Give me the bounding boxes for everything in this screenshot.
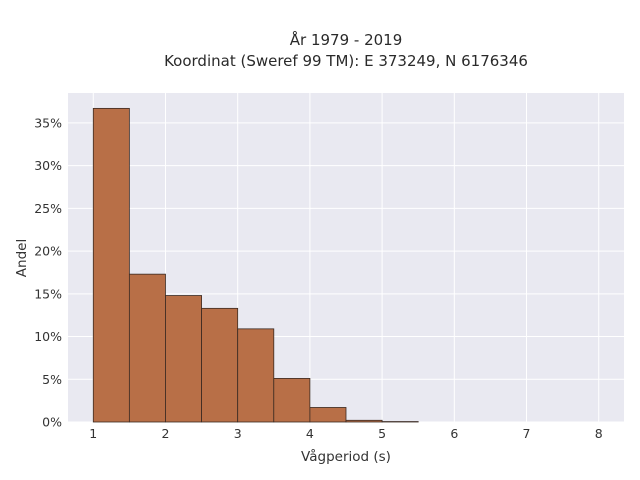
histogram-bar-2 — [165, 295, 202, 423]
histogram-bar-5 — [273, 378, 311, 423]
histogram-bar-3 — [201, 307, 239, 423]
y-tick-label-4: 20% — [34, 244, 62, 259]
histogram-bar-1 — [128, 273, 166, 423]
x-tick-label-6: 7 — [523, 426, 531, 441]
y-tick-labels: 0% 5% 10% 15% 20% 25% 30% 35% — [34, 115, 62, 429]
chart-title-line-2: Koordinat (Sweref 99 TM): E 373249, N 61… — [164, 52, 528, 70]
x-axis-label: Vågperiod (s) — [301, 448, 391, 465]
y-tick-label-2: 10% — [34, 329, 62, 344]
x-tick-label-0: 1 — [89, 426, 97, 441]
x-tick-label-2: 3 — [234, 426, 242, 441]
bars-group — [92, 107, 419, 423]
y-tick-label-6: 30% — [34, 158, 62, 173]
x-tick-label-7: 8 — [595, 426, 603, 441]
x-tick-label-3: 4 — [306, 426, 314, 441]
y-tick-label-1: 5% — [42, 372, 62, 387]
x-tick-label-4: 5 — [378, 426, 386, 441]
x-tick-label-5: 6 — [450, 426, 458, 441]
y-tick-label-0: 0% — [42, 415, 62, 430]
histogram-bar-4 — [237, 328, 275, 423]
x-tick-label-1: 2 — [162, 426, 170, 441]
y-tick-label-7: 35% — [34, 115, 62, 130]
histogram-bar-0 — [92, 107, 130, 423]
histogram-bar-7 — [345, 419, 383, 423]
chart-title-line-1: År 1979 - 2019 — [290, 30, 403, 49]
y-tick-label-3: 15% — [34, 286, 62, 301]
y-tick-label-5: 25% — [34, 201, 62, 216]
x-tick-labels: 1 2 3 4 5 6 7 8 — [89, 426, 602, 441]
histogram-bar-6 — [309, 407, 347, 423]
y-axis-label: Andel — [14, 239, 30, 277]
